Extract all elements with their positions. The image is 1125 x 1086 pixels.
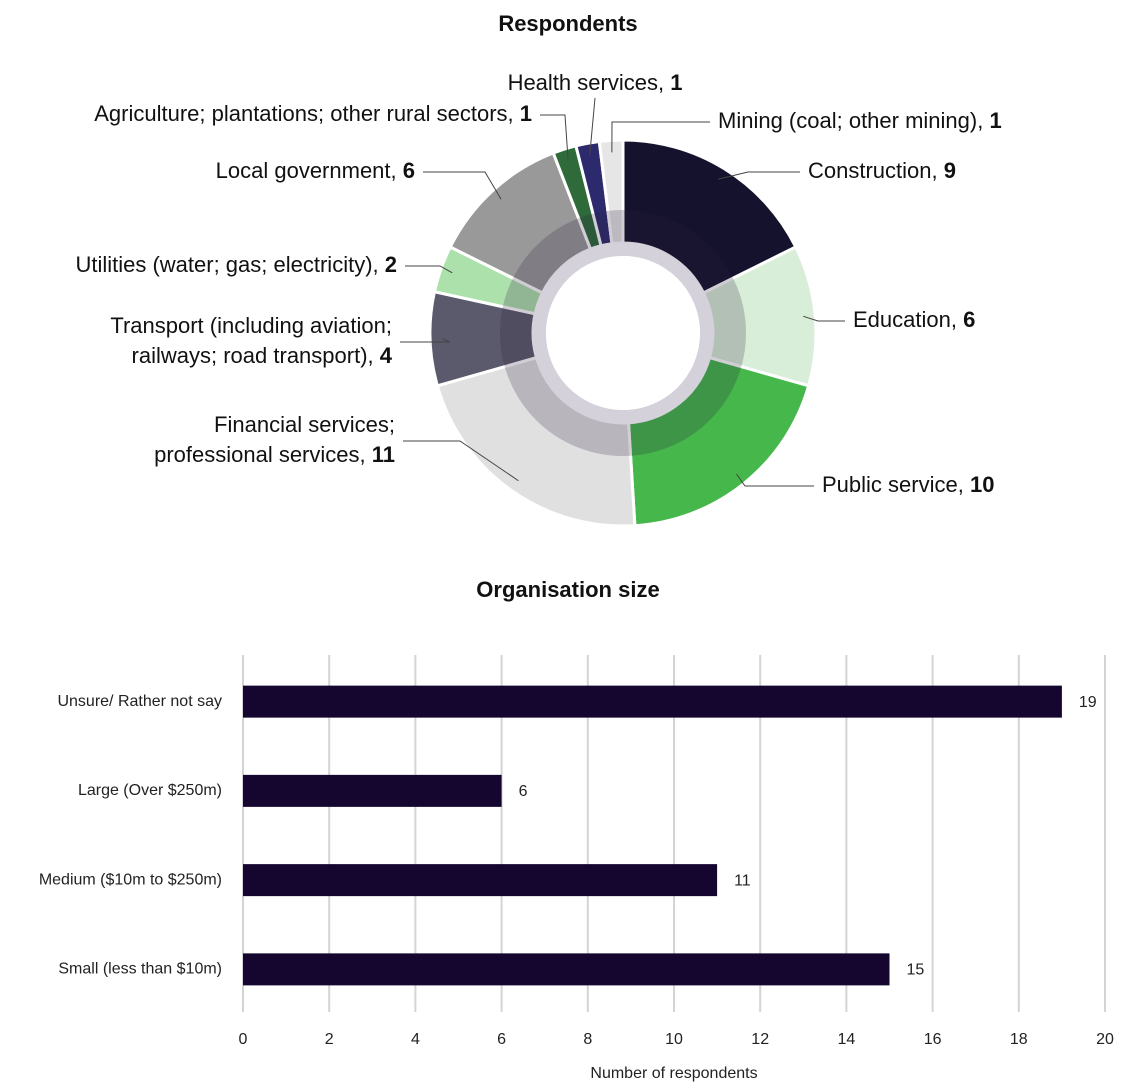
x-tick-label: 14 [838,1031,856,1048]
value-label: 19 [1079,694,1097,711]
x-axis-label: Number of respondents [590,1065,757,1082]
label-name: Education, [853,307,963,332]
leader-line [423,171,502,200]
label-name: Public service, [822,472,970,497]
x-tick-label: 16 [924,1031,942,1048]
label-name: Utilities (water; gas; electricity), [75,252,384,277]
label-name: Agriculture; plantations; other rural se… [94,101,520,126]
bar [243,774,502,807]
x-tick-label: 0 [239,1031,248,1048]
label-value: 2 [385,252,397,277]
label-value: 11 [372,442,395,467]
x-tick-label: 2 [325,1031,334,1048]
label-value: 1 [670,70,682,95]
label-name: Health services, [508,70,671,95]
slice-label: Financial services; professional services… [154,412,395,467]
leader-line [405,265,453,274]
bar [243,685,1062,718]
label-name: Construction, [808,158,944,183]
label-value: 6 [963,307,975,332]
slice-label: Transport (including aviation; railways; … [110,313,392,368]
label-name: Mining (coal; other mining), [718,108,989,133]
slice-label: Health services, 1 [508,70,683,95]
x-tick-label: 4 [411,1031,420,1048]
leader-line [736,473,814,487]
bar-title: Organisation size [476,577,659,602]
leader-line [718,171,800,180]
slice-label: Agriculture; plantations; other rural se… [94,101,532,126]
category-label: Medium ($10m to $250m) [39,871,222,888]
label-value: 6 [403,158,415,183]
label-value: 1 [989,108,1001,133]
label-name: Local government, [216,158,403,183]
category-label: Unsure/ Rather not say [57,693,222,710]
bar [243,864,718,897]
label-value: 1 [520,101,532,126]
x-tick-label: 12 [751,1031,769,1048]
label-line: Transport (including aviation; [110,313,392,338]
label-value: 10 [970,472,994,497]
slice-label: Local government, 6 [216,158,415,183]
bar [243,953,890,986]
x-tick-label: 10 [665,1031,683,1048]
inner-shade [500,210,746,456]
label-line: professional services, [154,442,372,467]
slice-label: Education, 6 [853,307,975,332]
category-label: Small (less than $10m) [58,961,222,978]
category-label: Large (Over $250m) [78,782,222,799]
slice-label: Mining (coal; other mining), 1 [718,108,1002,133]
x-tick-label: 20 [1096,1031,1114,1048]
value-label: 11 [734,872,751,889]
inner-ring [532,242,714,424]
slice-label: Utilities (water; gas; electricity), 2 [75,252,397,277]
label-value: 9 [944,158,956,183]
slice-label: Construction, 9 [808,158,956,183]
leader-line [589,97,596,156]
x-tick-label: 8 [583,1031,592,1048]
leader-line [611,121,710,153]
x-tick-label: 18 [1010,1031,1028,1048]
leader-line [400,338,451,343]
slice-label: Public service, 10 [822,472,994,497]
value-label: 6 [519,783,528,800]
label-line: railways; road transport), [132,343,380,368]
leader-line [403,440,519,482]
donut-title: Respondents [498,11,637,36]
label-value: 4 [380,343,393,368]
leader-line [540,114,569,161]
donut-hole [546,256,700,410]
label-line: Financial services; [214,412,395,437]
x-tick-label: 6 [497,1031,506,1048]
value-label: 15 [907,962,925,979]
leader-line [803,315,845,322]
